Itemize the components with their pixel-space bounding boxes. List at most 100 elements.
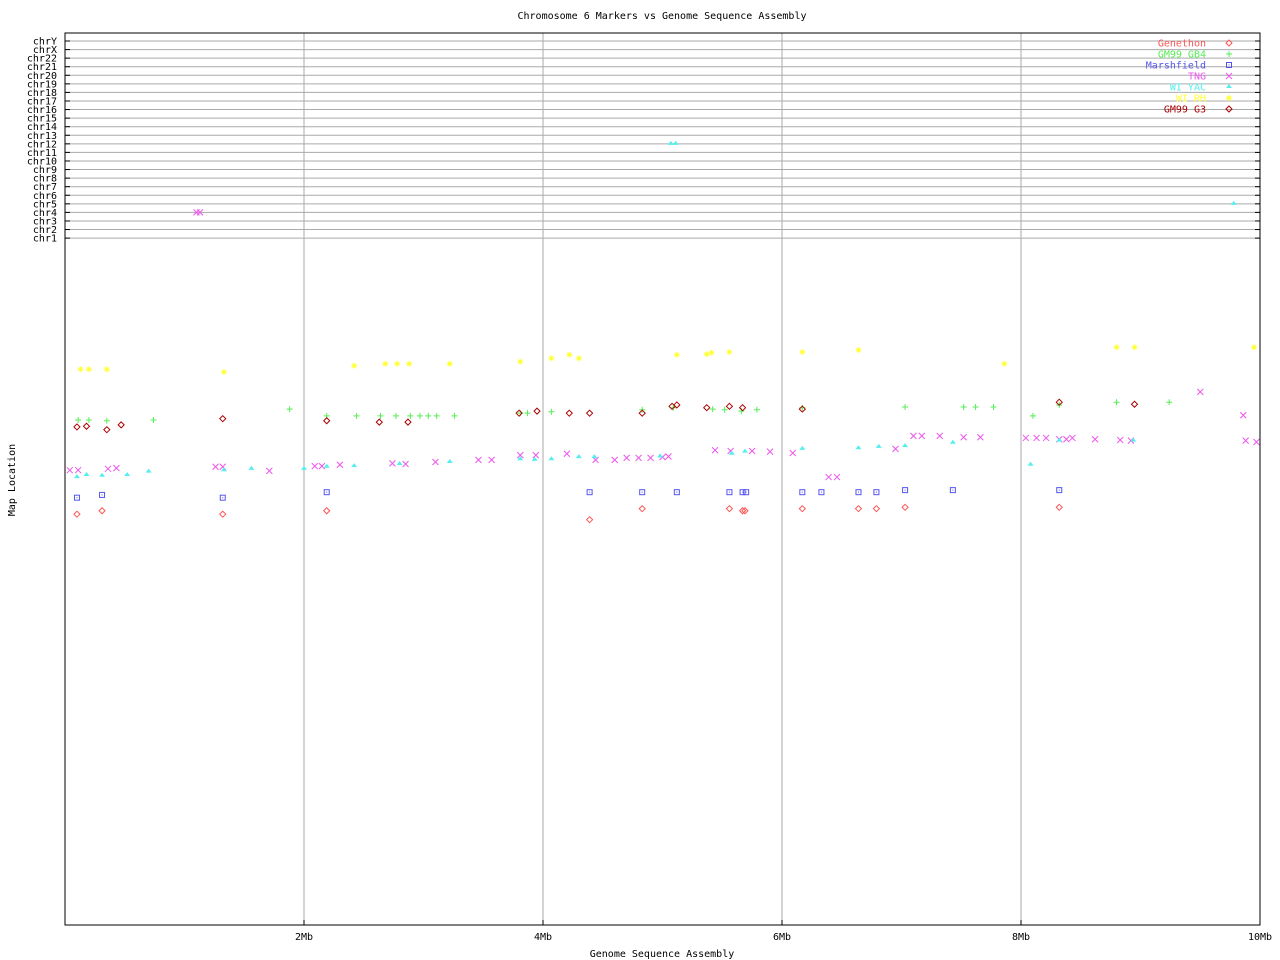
data-point xyxy=(1242,437,1250,445)
data-point xyxy=(1116,436,1124,444)
data-point xyxy=(673,351,680,358)
data-point xyxy=(77,366,84,373)
data-point xyxy=(855,346,862,353)
x-axis: 2Mb 4Mb 6Mb 8Mb 10Mb xyxy=(295,920,1272,943)
legend-label: GM99 GB4 xyxy=(1158,50,1206,61)
data-point xyxy=(798,504,807,513)
data-point xyxy=(103,366,110,373)
data-point xyxy=(665,453,672,460)
data-point xyxy=(1091,435,1099,443)
data-point xyxy=(404,418,412,426)
data-point xyxy=(219,414,227,423)
data-point xyxy=(1001,360,1008,367)
data-point xyxy=(949,487,956,494)
plot-border xyxy=(64,32,1261,926)
data-point xyxy=(351,463,358,468)
data-point xyxy=(517,456,524,461)
data-point xyxy=(533,407,541,415)
data-point xyxy=(728,450,735,455)
data-point xyxy=(667,140,674,145)
data-point xyxy=(145,468,152,473)
data-point xyxy=(1196,388,1204,396)
data-point xyxy=(918,432,926,440)
y-tick-label: chr7 xyxy=(33,182,57,193)
data-point xyxy=(488,456,495,464)
data-point xyxy=(902,404,909,411)
data-point xyxy=(833,473,841,481)
data-point xyxy=(673,401,681,409)
data-point xyxy=(721,406,728,413)
y-tick-label: chr20 xyxy=(27,71,57,82)
data-points xyxy=(66,140,1260,524)
data-point xyxy=(318,462,326,470)
data-point xyxy=(394,360,401,367)
data-point xyxy=(433,412,440,419)
data-point xyxy=(711,446,719,454)
data-point xyxy=(407,412,414,419)
data-point xyxy=(475,456,482,464)
y-axis: chrYchrXchr22chr21chr20chr19chr18chr17ch… xyxy=(27,37,1260,245)
data-point xyxy=(393,412,400,419)
y-tick-label: chr13 xyxy=(27,131,57,142)
data-point xyxy=(196,209,204,216)
data-point xyxy=(1069,434,1076,442)
y-tick-label: chrX xyxy=(33,45,57,56)
series-wi-rh xyxy=(77,344,1258,375)
data-point xyxy=(872,504,881,513)
y-tick-label: chr15 xyxy=(27,114,57,125)
data-point xyxy=(446,458,453,463)
data-point xyxy=(117,421,125,429)
y-tick-label: chr3 xyxy=(33,216,57,227)
data-point xyxy=(709,406,716,413)
legend-label: WI YAC xyxy=(1170,83,1206,94)
legend-label: GM99 G3 xyxy=(1164,105,1206,116)
data-point xyxy=(854,504,863,513)
legend-label: TNG xyxy=(1188,72,1206,83)
data-point xyxy=(672,140,679,145)
data-point xyxy=(353,412,360,419)
data-point xyxy=(1022,434,1030,442)
data-point xyxy=(515,409,523,417)
data-point xyxy=(635,454,642,462)
data-point xyxy=(150,417,157,424)
data-point xyxy=(220,368,227,375)
data-point xyxy=(741,448,748,453)
data-point xyxy=(99,491,106,498)
data-point xyxy=(248,465,255,470)
legend-label: Marshfield xyxy=(1146,61,1206,72)
data-point xyxy=(1056,487,1063,494)
data-point xyxy=(585,515,594,524)
data-point xyxy=(406,360,413,367)
data-point xyxy=(639,489,646,496)
data-point xyxy=(73,423,81,431)
data-point xyxy=(739,489,746,496)
data-point xyxy=(726,349,733,356)
x-tick-label: 10Mb xyxy=(1248,932,1272,943)
data-point xyxy=(725,402,734,411)
data-point xyxy=(575,454,582,459)
data-point xyxy=(990,404,997,411)
data-point xyxy=(103,417,110,424)
y-tick-label: chr14 xyxy=(27,122,57,133)
data-point xyxy=(798,405,807,413)
y-tick-label: chr12 xyxy=(27,139,57,150)
plot-frame xyxy=(64,32,1261,926)
data-point xyxy=(98,507,106,515)
data-point xyxy=(220,467,227,472)
data-point xyxy=(901,503,909,512)
data-point xyxy=(638,504,646,513)
legend-marker-icon xyxy=(1226,62,1232,68)
data-point xyxy=(531,456,538,461)
legend-marker-icon xyxy=(1225,39,1233,47)
data-point xyxy=(389,459,396,467)
legend-label: WI RH xyxy=(1176,94,1206,105)
data-point xyxy=(1239,411,1247,419)
data-point xyxy=(1131,344,1138,351)
data-point xyxy=(936,432,944,440)
data-point xyxy=(789,449,797,457)
data-point xyxy=(1056,437,1063,442)
data-point xyxy=(85,417,92,424)
data-point xyxy=(1029,412,1036,419)
y-tick-label: chr17 xyxy=(27,96,57,107)
